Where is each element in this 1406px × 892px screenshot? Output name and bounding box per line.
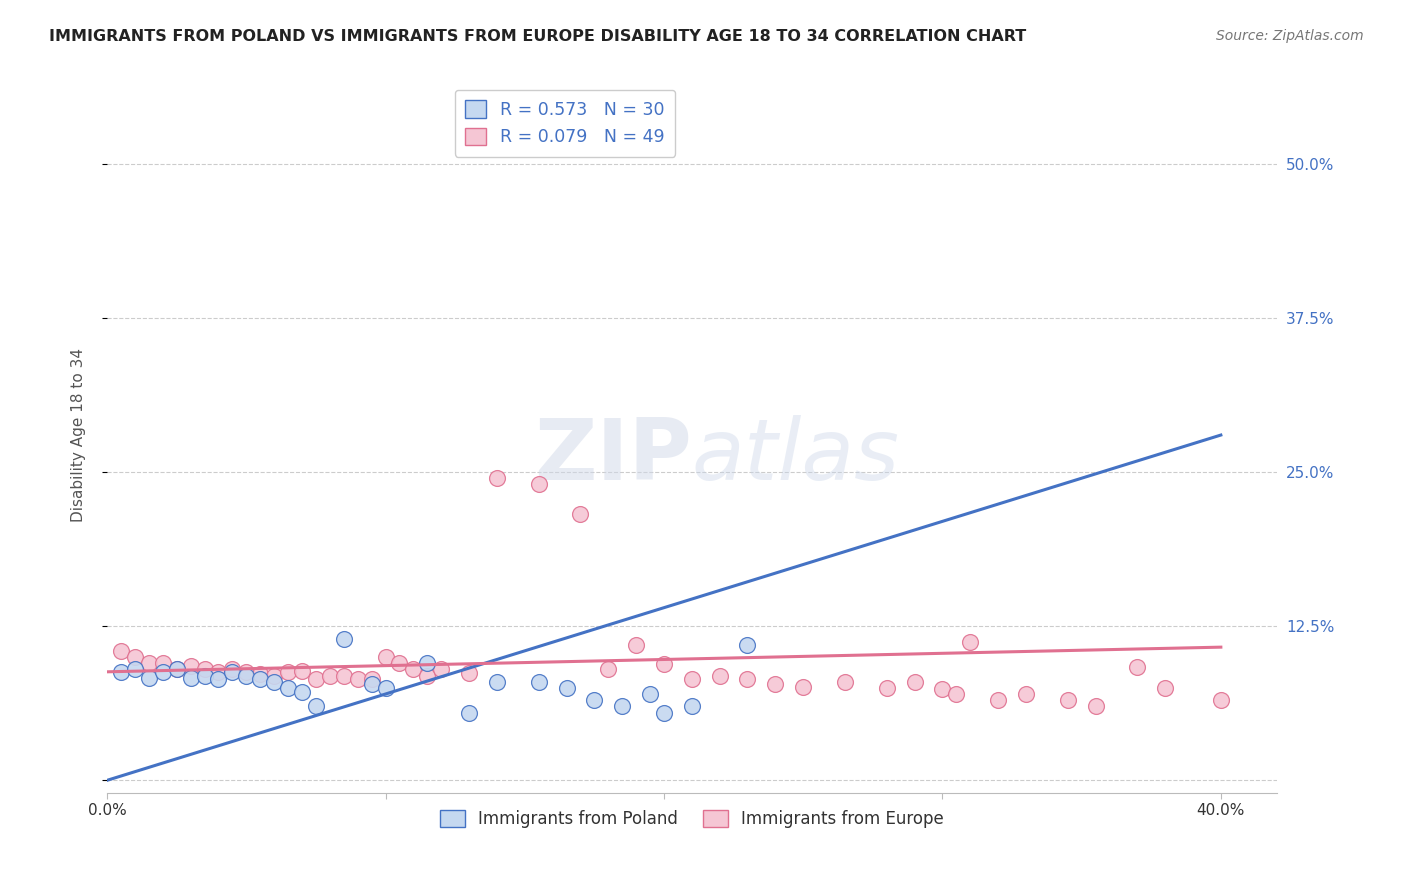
Point	[235, 668, 257, 682]
Point	[612, 699, 634, 714]
Point	[332, 668, 354, 682]
Point	[430, 662, 453, 676]
Point	[110, 644, 132, 658]
Point	[291, 684, 314, 698]
Point	[249, 667, 271, 681]
Text: atlas: atlas	[692, 415, 900, 498]
Point	[138, 671, 160, 685]
Point	[166, 662, 188, 676]
Point	[263, 668, 285, 682]
Point	[180, 671, 202, 685]
Point	[360, 677, 382, 691]
Point	[959, 635, 981, 649]
Point	[763, 677, 786, 691]
Point	[987, 693, 1010, 707]
Point	[527, 674, 550, 689]
Point	[402, 662, 425, 676]
Point	[416, 668, 439, 682]
Point	[124, 662, 146, 676]
Point	[374, 650, 396, 665]
Point	[458, 706, 481, 720]
Point	[277, 665, 299, 679]
Point	[945, 687, 967, 701]
Point	[598, 662, 620, 676]
Point	[624, 638, 647, 652]
Point	[277, 681, 299, 695]
Point	[876, 681, 898, 695]
Point	[110, 665, 132, 679]
Point	[388, 656, 411, 670]
Point	[834, 674, 856, 689]
Point	[1056, 693, 1078, 707]
Point	[458, 666, 481, 681]
Point	[681, 672, 703, 686]
Point	[1084, 699, 1107, 714]
Point	[485, 471, 508, 485]
Point	[527, 477, 550, 491]
Point	[1015, 687, 1038, 701]
Point	[319, 668, 342, 682]
Point	[737, 672, 759, 686]
Point	[207, 672, 229, 686]
Point	[583, 693, 606, 707]
Point	[138, 656, 160, 670]
Point	[193, 668, 215, 682]
Point	[709, 668, 731, 682]
Point	[1126, 660, 1149, 674]
Point	[221, 665, 243, 679]
Point	[207, 665, 229, 679]
Point	[737, 638, 759, 652]
Text: Source: ZipAtlas.com: Source: ZipAtlas.com	[1216, 29, 1364, 43]
Point	[652, 657, 675, 672]
Point	[1209, 693, 1232, 707]
Point	[193, 662, 215, 676]
Point	[152, 656, 174, 670]
Point	[555, 681, 578, 695]
Point	[305, 672, 328, 686]
Point	[416, 656, 439, 670]
Point	[124, 650, 146, 665]
Point	[360, 672, 382, 686]
Point	[569, 507, 592, 521]
Text: IMMIGRANTS FROM POLAND VS IMMIGRANTS FROM EUROPE DISABILITY AGE 18 TO 34 CORRELA: IMMIGRANTS FROM POLAND VS IMMIGRANTS FRO…	[49, 29, 1026, 44]
Point	[931, 682, 953, 697]
Point	[305, 699, 328, 714]
Y-axis label: Disability Age 18 to 34: Disability Age 18 to 34	[72, 348, 86, 522]
Point	[638, 687, 661, 701]
Point	[221, 662, 243, 676]
Point	[180, 658, 202, 673]
Point	[332, 632, 354, 646]
Legend: Immigrants from Poland, Immigrants from Europe: Immigrants from Poland, Immigrants from …	[433, 803, 950, 834]
Point	[485, 674, 508, 689]
Point	[903, 674, 925, 689]
Point	[374, 681, 396, 695]
Point	[346, 672, 368, 686]
Point	[291, 664, 314, 678]
Point	[235, 665, 257, 679]
Point	[652, 706, 675, 720]
Point	[249, 672, 271, 686]
Point	[263, 674, 285, 689]
Point	[681, 699, 703, 714]
Point	[152, 665, 174, 679]
Point	[1154, 681, 1177, 695]
Point	[792, 680, 814, 694]
Text: ZIP: ZIP	[534, 415, 692, 498]
Point	[166, 662, 188, 676]
